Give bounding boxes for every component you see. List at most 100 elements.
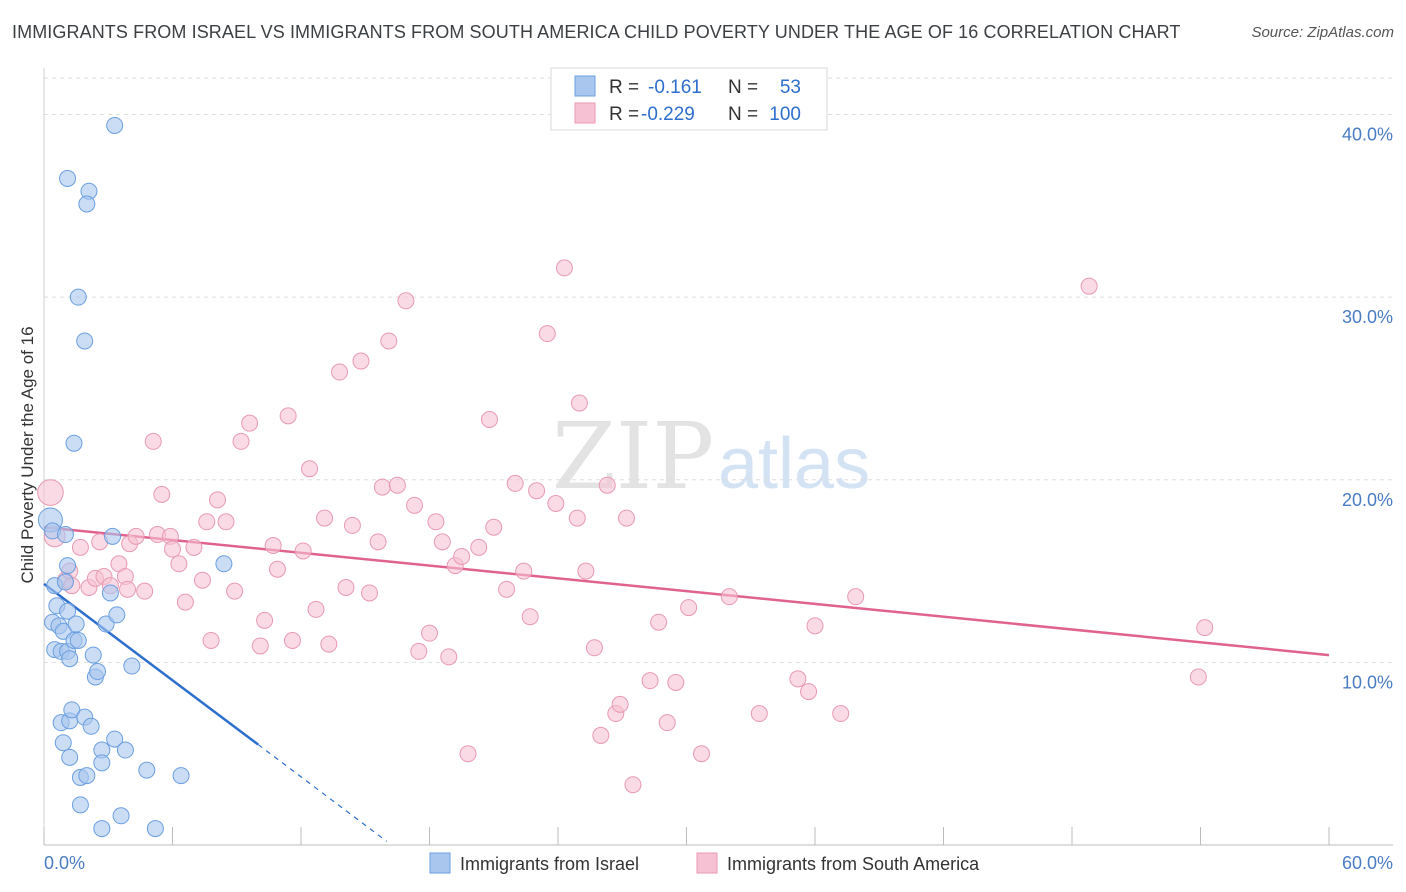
south-america-point <box>397 292 415 310</box>
south-america-point <box>433 533 451 551</box>
south-america-point <box>380 332 398 350</box>
israel-point <box>82 717 100 735</box>
south-america-point <box>720 588 738 606</box>
south-america-point <box>279 407 297 425</box>
israel-point <box>106 116 124 134</box>
israel-trend-line-extension <box>257 744 388 842</box>
south-america-point <box>217 513 235 531</box>
south-america-point <box>410 642 428 660</box>
israel-point <box>106 730 124 748</box>
israel-point <box>78 195 96 213</box>
south-america-point <box>459 745 477 763</box>
south-america-point <box>1196 619 1214 637</box>
south-america-point <box>119 580 137 598</box>
israel-point <box>71 796 89 814</box>
south-america-point <box>570 394 588 412</box>
legend-n-label-south-america: N = <box>728 104 758 125</box>
south-america-trend-line <box>43 525 1330 657</box>
israel-point <box>78 767 96 785</box>
south-america-point <box>316 509 334 527</box>
south-america-point <box>611 695 629 713</box>
south-america-point <box>301 460 319 478</box>
south-america-point <box>198 513 216 531</box>
south-america-point <box>176 593 194 611</box>
legend-r-label-israel: R = <box>609 77 639 98</box>
south-america-point <box>658 714 676 732</box>
points-layer <box>37 116 1214 838</box>
south-america-point <box>515 562 533 580</box>
israel-point <box>59 169 77 187</box>
israel-point <box>93 820 111 838</box>
israel-point <box>61 650 79 668</box>
israel-point <box>63 701 81 719</box>
south-america-point <box>71 538 89 556</box>
legend-n-value-south-america: 100 <box>769 104 801 125</box>
israel-point <box>56 526 74 544</box>
south-america-point <box>331 363 349 381</box>
legend-swatch-israel <box>574 75 596 97</box>
south-america-point <box>144 432 162 450</box>
bottom-legend: Immigrants from Israel Immigrants from S… <box>429 852 980 874</box>
legend-r-value-israel: -0.161 <box>648 77 702 98</box>
y-axis-label: Child Poverty Under the Age of 16 <box>18 326 37 583</box>
israel-point <box>215 555 233 573</box>
south-america-point <box>373 478 391 496</box>
israel-point <box>59 557 77 575</box>
south-america-point <box>320 635 338 653</box>
south-america-point <box>568 509 586 527</box>
south-america-point <box>538 325 556 343</box>
south-america-point <box>268 560 286 578</box>
axis-layer <box>43 68 1393 846</box>
bottom-legend-swatch-south-america <box>696 852 718 874</box>
trend-layer <box>43 525 1330 842</box>
israel-point <box>69 631 87 649</box>
israel-point <box>116 741 134 759</box>
x-tick-label-min: 0.0% <box>44 853 85 873</box>
south-america-point <box>847 588 865 606</box>
south-america-point <box>832 705 850 723</box>
south-america-point <box>361 584 379 602</box>
south-america-point <box>555 259 573 277</box>
south-america-point <box>1189 668 1207 686</box>
south-america-point <box>624 776 642 794</box>
israel-point <box>123 657 141 675</box>
south-america-point <box>806 617 824 635</box>
south-america-point <box>598 476 616 494</box>
bottom-legend-label-south-america: Immigrants from South America <box>727 854 980 874</box>
south-america-point <box>592 726 610 744</box>
south-america-point <box>521 608 539 626</box>
x-tick-label-max: 60.0% <box>1342 853 1393 873</box>
legend-n-label-israel: N = <box>728 77 758 98</box>
south-america-point <box>480 410 498 428</box>
south-america-point <box>337 579 355 597</box>
watermark-atlas: atlas <box>718 424 870 504</box>
israel-point <box>89 663 107 681</box>
south-america-point <box>294 542 312 560</box>
israel-point <box>59 602 77 620</box>
south-america-point <box>800 683 818 701</box>
south-america-point <box>241 414 259 432</box>
legend-r-value-south-america: -0.229 <box>641 104 695 125</box>
south-america-point <box>343 516 361 534</box>
israel-point <box>138 761 156 779</box>
south-america-point <box>170 555 188 573</box>
israel-point <box>101 584 119 602</box>
israel-point <box>172 767 190 785</box>
south-america-point <box>421 624 438 642</box>
south-america-point <box>618 509 636 527</box>
south-america-point <box>256 611 274 629</box>
south-america-point <box>585 639 603 657</box>
south-america-point <box>136 582 154 600</box>
israel-point <box>108 606 126 624</box>
chart-title: IMMIGRANTS FROM ISRAEL VS IMMIGRANTS FRO… <box>12 22 1181 42</box>
south-america-point <box>193 571 211 589</box>
bottom-legend-label-israel: Immigrants from Israel <box>460 854 639 874</box>
watermark-zip: ZIP <box>552 403 714 510</box>
grid-layer: 10.0% 20.0% 30.0% 40.0% <box>44 77 1393 692</box>
israel-point <box>56 573 74 591</box>
israel-point <box>112 807 130 825</box>
south-america-point <box>680 599 698 617</box>
south-america-point <box>506 474 524 492</box>
stats-legend: R = -0.161 N = 53 R = -0.229 N = 100 <box>550 67 828 131</box>
